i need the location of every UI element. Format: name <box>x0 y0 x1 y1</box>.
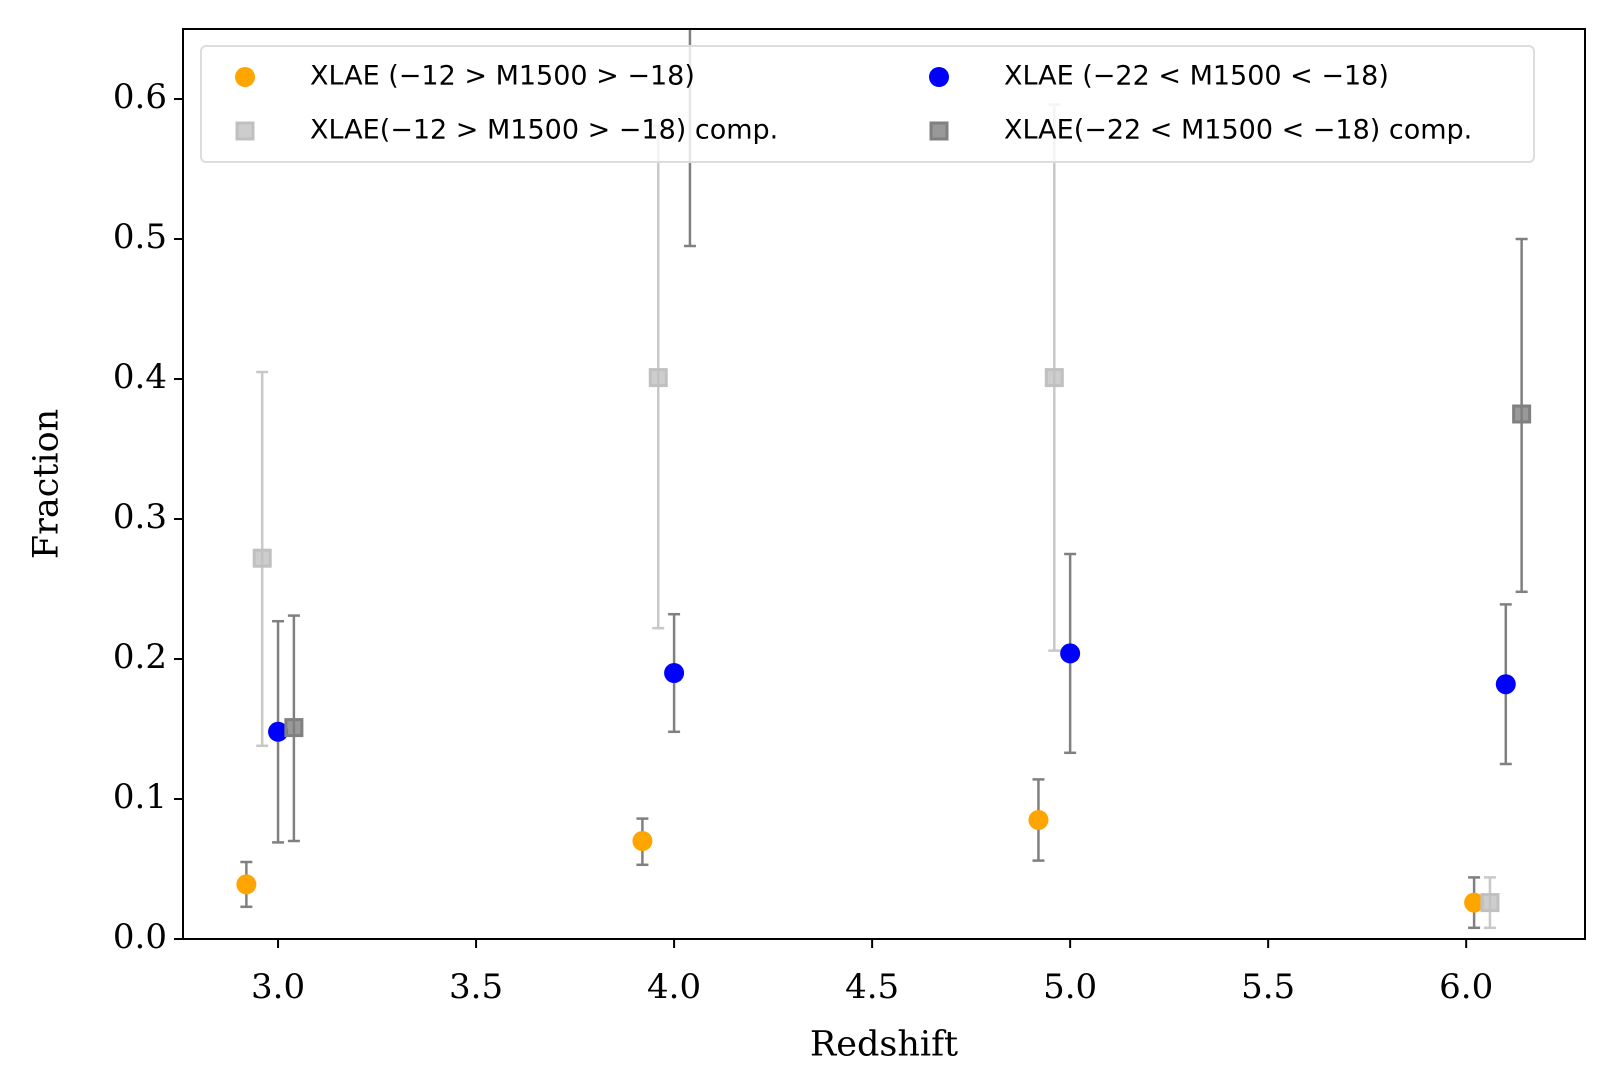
x-axis-label: Redshift <box>810 1025 958 1065</box>
legend-label: XLAE (−12 > M1500 > −18) <box>310 61 695 92</box>
legend-label: XLAE(−12 > M1500 > −18) comp. <box>310 115 778 146</box>
y-tick-label: 0.1 <box>113 777 167 817</box>
legend-label: XLAE (−22 < M1500 < −18) <box>1004 61 1389 92</box>
point <box>1028 810 1049 830</box>
y-tick-label: 0.6 <box>113 77 167 117</box>
legend-label: XLAE(−22 < M1500 < −18) comp. <box>1004 115 1472 146</box>
point <box>1044 368 1064 388</box>
x-tick-label: 3.0 <box>251 967 305 1007</box>
legend-marker <box>235 67 255 87</box>
point <box>632 831 653 851</box>
point <box>268 721 289 742</box>
x-tick-label: 4.0 <box>647 967 701 1007</box>
y-axis-label: Fraction <box>27 409 67 559</box>
point <box>648 368 668 388</box>
legend-marker <box>235 121 255 141</box>
legend-box <box>200 45 1535 163</box>
y-tick-label: 0.2 <box>113 637 167 677</box>
plot-area <box>236 29 1532 930</box>
point <box>236 874 257 895</box>
y-tick-label: 0.5 <box>113 217 167 257</box>
x-tick-label: 4.5 <box>845 967 899 1007</box>
x-tick-label: 6.0 <box>1439 967 1493 1007</box>
point <box>252 548 272 568</box>
legend-marker <box>929 67 949 87</box>
point <box>1480 893 1500 913</box>
x-tick-label: 5.0 <box>1043 967 1097 1007</box>
point <box>664 663 685 683</box>
legend-marker <box>929 121 949 141</box>
x-tick-label: 5.5 <box>1241 967 1295 1007</box>
y-tick-label: 0.3 <box>113 497 167 537</box>
point <box>1512 404 1532 424</box>
x-tick-label: 3.5 <box>449 967 503 1007</box>
y-tick-label: 0.0 <box>113 917 167 957</box>
point <box>1464 892 1485 913</box>
point <box>1060 643 1081 664</box>
plot-frame <box>182 28 1586 940</box>
point <box>284 718 304 738</box>
y-tick-label: 0.4 <box>113 357 167 397</box>
point <box>1495 674 1516 695</box>
